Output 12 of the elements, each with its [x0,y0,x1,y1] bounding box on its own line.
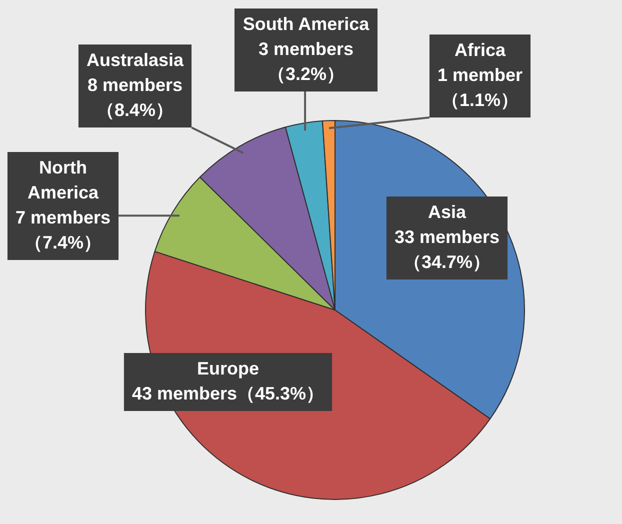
data-label: 8 members（8.4%） [87,74,183,120]
data-label: 43 members（45.3%） [132,383,324,404]
data-label: 33 members（34.7%） [394,226,500,272]
slice-label: North America [27,157,100,202]
slice-label: Africa [454,40,506,60]
data-label: 1 member（1.1%） [437,64,523,110]
data-label: 7 members（7.4%） [15,207,111,252]
data-label: 3 members（3.2%） [258,38,354,84]
slice-label: Europe [196,358,260,378]
slice-label: Asia [428,202,467,222]
slice-label: South America [242,14,370,34]
slice-label: Australasia [86,50,185,70]
